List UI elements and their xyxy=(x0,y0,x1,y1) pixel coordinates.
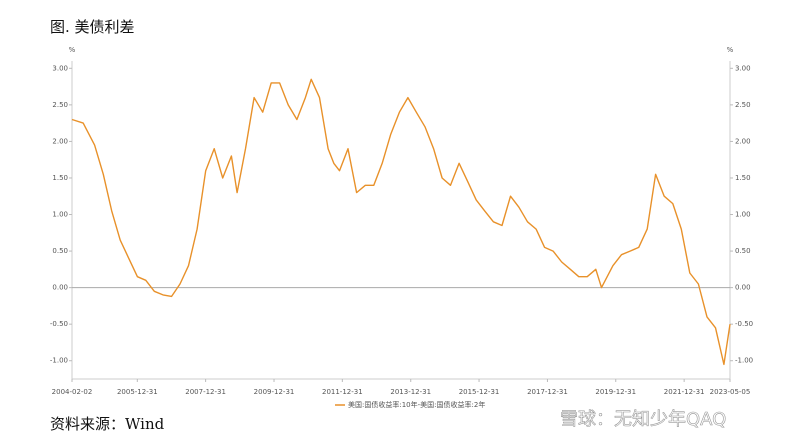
title: 图. 美债利差 xyxy=(50,18,135,36)
y-tick-label: 1.50 xyxy=(52,174,68,182)
y2-tick-label: -1.00 xyxy=(735,357,753,365)
y-tick-label: 2.00 xyxy=(52,137,68,145)
watermark: 雪球：无知少年QAQ xyxy=(560,409,726,430)
y-unit: % xyxy=(69,46,76,54)
y2-tick-label: 0.50 xyxy=(735,247,751,255)
y2-tick-label: 3.00 xyxy=(735,64,751,72)
y2-tick-label: 2.00 xyxy=(735,137,751,145)
y-tick-label: -1.00 xyxy=(50,357,68,365)
x-tick-label: 2019-12-31 xyxy=(595,388,636,396)
y-tick-label: 0.50 xyxy=(52,247,68,255)
x-tick-label: 2023-05-05 xyxy=(710,388,751,396)
x-tick-label: 2007-12-31 xyxy=(185,388,226,396)
x-tick-label: 2009-12-31 xyxy=(254,388,295,396)
y2-tick-label: 0.00 xyxy=(735,284,751,292)
y-tick-label: 3.00 xyxy=(52,64,68,72)
y-tick-label: 0.00 xyxy=(52,284,68,292)
x-tick-label: 2017-12-31 xyxy=(527,388,568,396)
x-tick-label: 2021-12-31 xyxy=(664,388,705,396)
y-tick-label: 1.00 xyxy=(52,211,68,219)
y-tick-label: 2.50 xyxy=(52,101,68,109)
x-tick-label: 2011-12-31 xyxy=(322,388,363,396)
y-tick-label: -0.50 xyxy=(50,320,68,328)
x-tick-label: 2005-12-31 xyxy=(117,388,158,396)
x-tick-label: 2015-12-31 xyxy=(459,388,500,396)
legend-label: 美国:国债收益率:10年-美国:国债收益率:2年 xyxy=(348,400,485,409)
y2-tick-label: -0.50 xyxy=(735,320,753,328)
x-tick-label: 2004-02-02 xyxy=(52,388,93,396)
x-tick-label: 2013-12-31 xyxy=(390,388,431,396)
source: 资料来源：Wind xyxy=(50,415,165,433)
line-series xyxy=(71,78,731,366)
y2-unit: % xyxy=(727,46,734,54)
y2-tick-label: 1.50 xyxy=(735,174,751,182)
y2-tick-label: 2.50 xyxy=(735,101,751,109)
y2-tick-label: 1.00 xyxy=(735,211,751,219)
